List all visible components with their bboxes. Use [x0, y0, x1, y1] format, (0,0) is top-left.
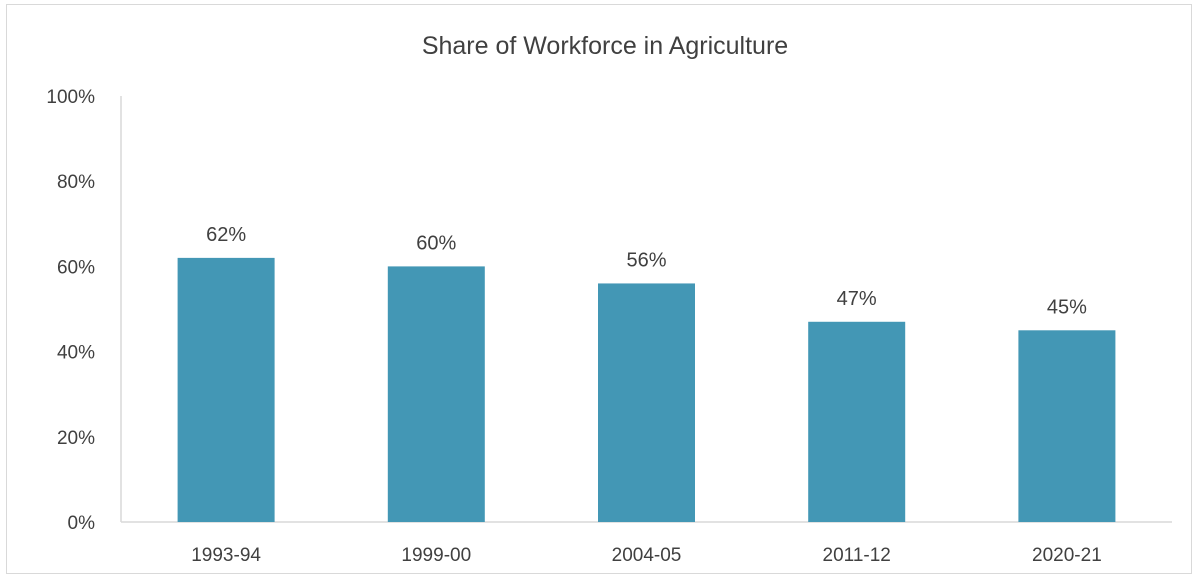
x-tick-label: 2004-05	[612, 545, 682, 566]
y-tick-label: 100%	[46, 87, 95, 108]
bar	[808, 321, 906, 522]
x-tick-label: 1999-00	[401, 545, 471, 566]
x-tick-label: 1993-94	[191, 545, 261, 566]
bar-chart: Share of Workforce in Agriculture 0% 20% 4…	[46, 32, 1172, 566]
bar-value-label: 60%	[416, 232, 456, 254]
y-tick-label: 80%	[57, 172, 95, 193]
x-axis-ticks: 1993-94 1999-00 2004-05 2011-12 2020-21	[191, 545, 1102, 566]
bar	[598, 283, 695, 522]
y-tick-label: 0%	[68, 513, 96, 534]
x-tick-label: 2011-12	[823, 545, 891, 566]
y-tick-label: 60%	[57, 257, 95, 278]
bar-value-label: 62%	[206, 224, 246, 246]
y-tick-label: 20%	[57, 428, 95, 449]
bar	[177, 257, 275, 522]
bar-value-label: 47%	[837, 288, 877, 310]
chart-title: Share of Workforce in Agriculture	[422, 32, 788, 60]
y-tick-label: 40%	[57, 343, 95, 364]
y-axis-ticks: 0% 20% 40% 60% 80% 100%	[46, 87, 95, 534]
chart-frame: Share of Workforce in Agriculture 0% 20% 4…	[6, 4, 1192, 574]
bar-value-label: 56%	[626, 249, 666, 271]
data-labels: 62% 60% 56% 47% 45%	[206, 224, 1087, 318]
x-tick-label: 2020-21	[1032, 545, 1102, 566]
bar	[387, 266, 485, 522]
bar	[1018, 330, 1116, 522]
bar-value-label: 45%	[1047, 296, 1087, 318]
bars	[177, 257, 1116, 522]
